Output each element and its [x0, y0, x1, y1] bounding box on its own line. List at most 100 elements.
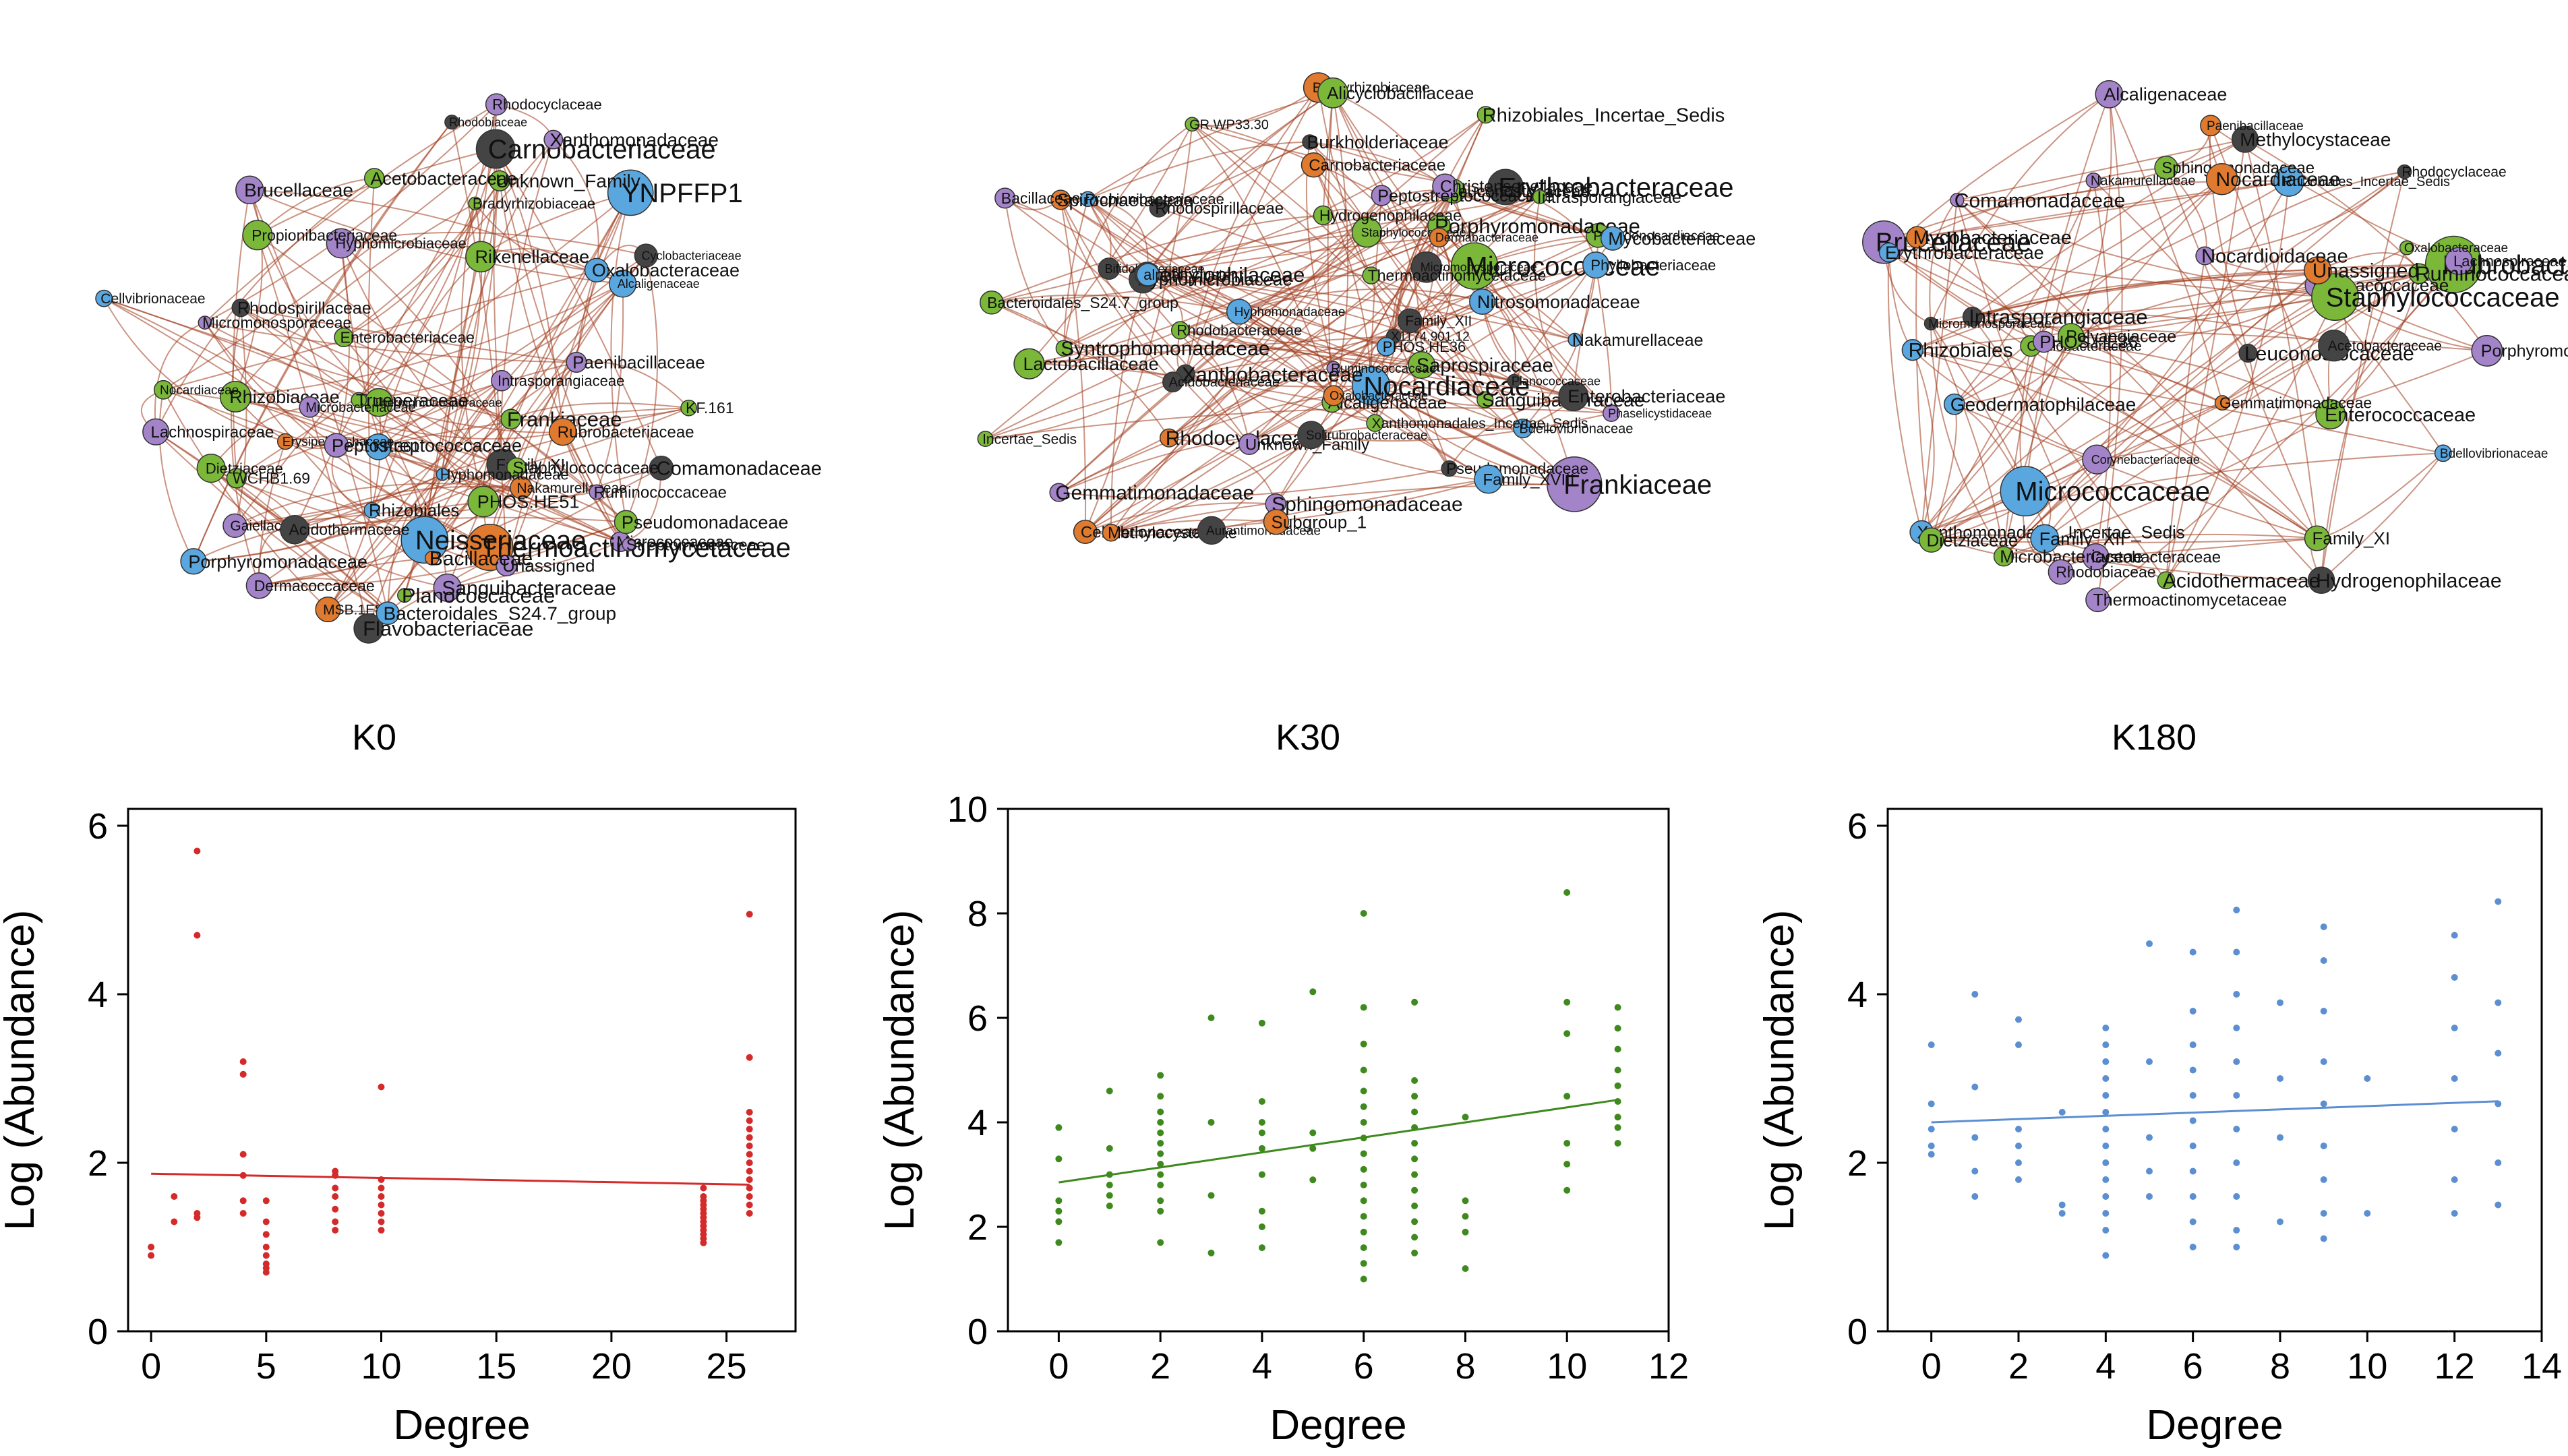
network-node	[95, 289, 113, 307]
network-edge	[1058, 231, 1368, 493]
network-edge	[204, 104, 498, 324]
data-point	[1157, 1171, 1164, 1178]
network-node-label: Streptomycetaceae	[626, 536, 766, 554]
network-edge	[506, 192, 632, 566]
data-point	[2102, 1109, 2110, 1116]
data-point	[1055, 1218, 1063, 1225]
network-node	[1469, 289, 1495, 315]
network-node-label: Paenibacillaceae	[2207, 119, 2304, 133]
x-tick-label: 10	[1547, 1346, 1587, 1387]
data-point	[1411, 1249, 1419, 1256]
data-point	[332, 1227, 339, 1234]
data-point	[746, 1210, 753, 1217]
network-edge	[236, 361, 577, 479]
network-edge	[1311, 434, 1575, 485]
network-node	[280, 514, 309, 545]
network-node-label: Lachnospiraceae	[2453, 253, 2567, 270]
network-edge	[343, 180, 500, 338]
data-point	[746, 1134, 753, 1141]
network-node-label: Rhizobiales_Incertae_Sedis	[2283, 175, 2450, 189]
data-point	[1360, 1260, 1367, 1267]
network-edge	[1887, 252, 1923, 533]
network-node	[2195, 246, 2215, 266]
data-point	[239, 1151, 247, 1158]
network-edge	[1180, 330, 1612, 414]
network-node	[376, 601, 400, 626]
network-edge	[103, 298, 286, 442]
data-point	[332, 1193, 339, 1200]
network-node	[1185, 117, 1200, 132]
data-point	[1928, 1100, 1935, 1108]
data-point	[2102, 1176, 2110, 1183]
network-edge	[1313, 164, 1524, 429]
scatter-plot-k0: 0 5 10 15 20 25 0 2 4 6 Degree Log (Abundance)	[0, 806, 797, 1449]
data-point	[1360, 1040, 1367, 1048]
network-node-label: Hydrogenophilaceae	[2316, 570, 2501, 592]
network-node-label: Hyphomonadaceae	[440, 466, 569, 483]
network-edge	[2097, 260, 2459, 601]
data-point	[2320, 1058, 2327, 1065]
network-node	[1919, 527, 1944, 553]
data-point	[2495, 1159, 2502, 1166]
network-node	[2157, 571, 2176, 590]
network-node	[1487, 169, 1524, 206]
data-point	[2495, 1050, 2502, 1057]
network-node-label: Xanthomonadaceae	[549, 129, 719, 150]
network-edge	[625, 255, 659, 522]
network-node-label: Family_XVIII	[1483, 471, 1575, 489]
network-node	[2304, 525, 2330, 551]
network-edge	[1888, 251, 2318, 539]
x-tick-label: 0	[1921, 1346, 1942, 1387]
network-node	[2095, 80, 2124, 109]
y-tick-label: 2	[1847, 1143, 1868, 1184]
data-point	[378, 1193, 385, 1200]
network-edges-k180	[1883, 93, 2488, 601]
network-node	[196, 453, 226, 483]
network-edge	[510, 402, 689, 420]
y-tick-label: 4	[1847, 975, 1868, 1015]
data-point	[1411, 1186, 1419, 1194]
network-node-label: Acetobacteraceae	[370, 169, 517, 189]
network-node	[1326, 361, 1341, 375]
data-point	[1106, 1192, 1113, 1199]
network-edge	[1029, 231, 1367, 365]
network-edge	[991, 214, 1323, 303]
network-node	[1159, 428, 1179, 448]
network-edge	[1954, 178, 2223, 405]
network-node	[649, 456, 674, 481]
network-edge	[2244, 138, 2488, 351]
network-node	[436, 467, 450, 481]
data-point	[332, 1218, 339, 1225]
network-edge	[1309, 141, 1576, 340]
data-point	[1309, 1176, 1317, 1184]
network-node	[400, 516, 449, 564]
network-node-label: Nocardioidaceae	[2201, 246, 2348, 268]
network-node-label: Family_XII	[1405, 313, 1472, 329]
network-node-label: Nocardiaceae	[2216, 169, 2341, 191]
network-node-label: Enterobacteriaceae	[340, 328, 475, 346]
data-point	[2102, 1159, 2110, 1166]
data-point	[2015, 1176, 2022, 1183]
data-point	[746, 1151, 753, 1158]
network-node-label: Bacteroidales_S24.7_group	[384, 603, 617, 624]
network-edge	[257, 177, 375, 236]
data-point	[746, 1126, 753, 1132]
network-edge	[1110, 274, 1148, 533]
network-node	[1170, 321, 1190, 340]
data-point	[2015, 1159, 2022, 1166]
data-point	[1106, 1203, 1113, 1209]
y-axis-label: Log (Abundance)	[0, 910, 43, 1231]
network-node-label: Pseudomonadaceae	[1446, 460, 1588, 477]
x-tick-label: 14	[2521, 1346, 2562, 1387]
network-node-label: GR.WP33.30	[1189, 117, 1269, 132]
network-edge	[1028, 123, 1193, 365]
network-edge	[249, 189, 389, 613]
network-node	[1055, 340, 1073, 357]
network-edge	[1108, 92, 1334, 270]
data-point	[1563, 889, 1571, 896]
data-point	[746, 1176, 753, 1183]
network-node-label: Neisseriaceae	[415, 526, 586, 555]
data-point	[2233, 1092, 2240, 1099]
network-node	[2307, 566, 2335, 595]
network-node-label: Ruminococcaceae	[2415, 262, 2568, 286]
